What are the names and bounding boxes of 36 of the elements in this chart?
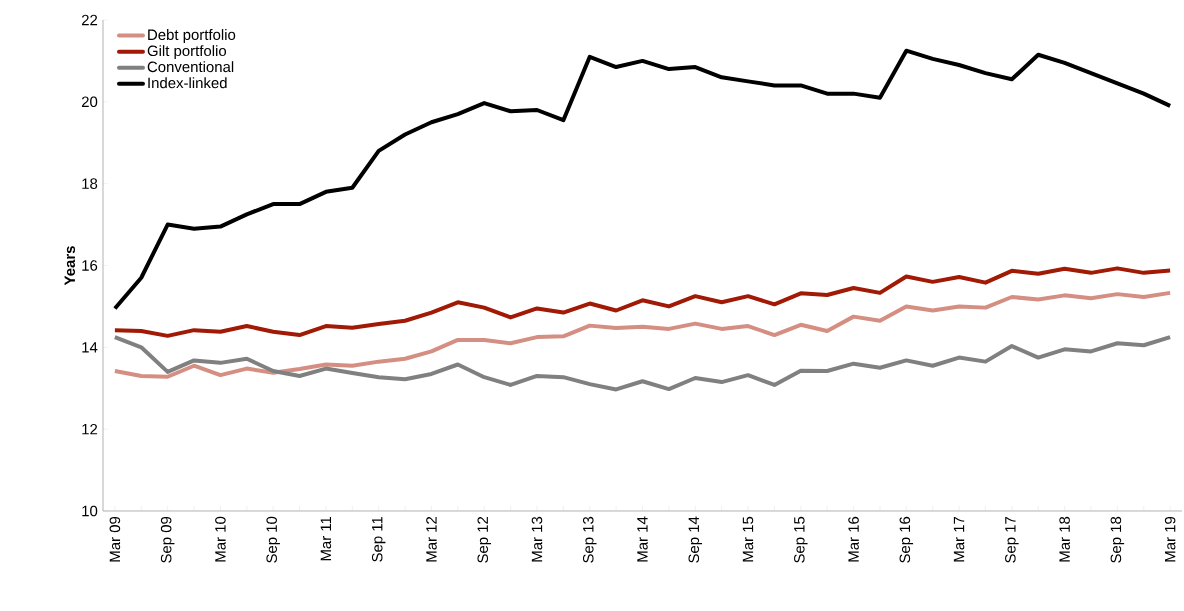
y-tick-label: 14: [82, 342, 98, 353]
y-tick-label: 16: [82, 260, 98, 271]
y-tick-label: 10: [82, 505, 98, 517]
x-tick-label: Sep 16: [899, 516, 914, 563]
line-series: [112, 266, 1173, 338]
x-tick-label: Mar 13: [531, 516, 543, 562]
y-axis-title: Years: [64, 246, 76, 286]
x-tick-label: Sep 10: [266, 516, 280, 563]
x-tick-label: Sep 15: [794, 516, 808, 563]
x-tick-label: Sep 13: [582, 516, 597, 563]
x-tick-label: Sep 11: [371, 516, 386, 562]
x-tick-label: Mar 15: [742, 516, 754, 562]
y-tick-label: 12: [82, 423, 98, 435]
x-tick-label: Sep 12: [477, 516, 491, 563]
x-tick-label: Sep 09: [160, 516, 175, 563]
x-tick-label: Sep 17: [1005, 516, 1019, 563]
legend-label: Debt portfolio: [148, 29, 236, 43]
line-series: [112, 335, 1173, 392]
x-tick-label: Mar 10: [215, 516, 226, 562]
x-tick-label: Mar 18: [1059, 516, 1070, 562]
x-tick-label: Sep 18: [1110, 516, 1125, 563]
legend-label: Index-linked: [148, 77, 227, 89]
legend-label: Conventional: [147, 61, 234, 73]
y-tick-label: 22: [81, 14, 98, 26]
x-tick-label: Sep 14: [688, 516, 703, 563]
x-tick-label: Mar 17: [953, 516, 965, 562]
x-tick-label: Mar 09: [109, 516, 121, 562]
x-tick-label: Mar 12: [426, 516, 437, 562]
x-tick-label: Mar 19: [1164, 516, 1176, 562]
x-tick-label: Mar 14: [637, 516, 648, 562]
legend-label: Gilt portfolio: [147, 45, 227, 60]
x-tick-label: Mar 16: [848, 516, 859, 562]
y-tick-label: 18: [82, 178, 98, 189]
line-series: [112, 290, 1173, 379]
y-tick-label: 20: [81, 96, 98, 108]
x-tick-label: Mar 11: [320, 516, 332, 561]
